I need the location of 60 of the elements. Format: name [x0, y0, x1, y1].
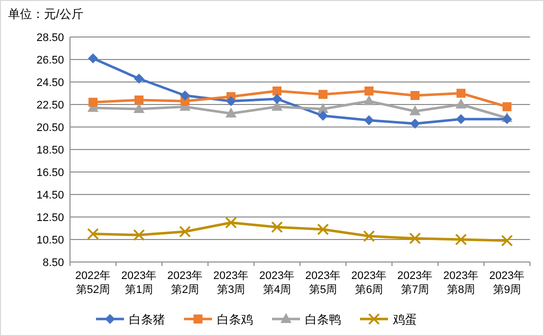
point — [134, 96, 144, 104]
point — [410, 91, 420, 100]
point — [271, 221, 283, 234]
point — [410, 105, 420, 116]
point — [364, 115, 374, 126]
point — [318, 110, 328, 121]
point — [363, 230, 375, 242]
x-tick-label: 2023年第9周 — [489, 270, 525, 296]
point — [134, 103, 144, 113]
point — [179, 226, 191, 238]
y-tick-label: 10.50 — [36, 234, 64, 246]
point — [456, 114, 466, 124]
point — [226, 96, 236, 106]
x-tick-label: 2023年第7周 — [397, 270, 433, 296]
point — [456, 98, 466, 108]
y-tick-label: 24.50 — [36, 77, 64, 89]
legend-label: 鸡蛋 — [392, 312, 417, 326]
y-tick-label: 26.50 — [36, 54, 64, 66]
point — [456, 88, 466, 98]
x-tick-label: 2023年第5周 — [305, 270, 341, 296]
point — [318, 103, 328, 113]
y-tick-label: 28.50 — [36, 32, 64, 44]
point — [272, 94, 282, 104]
point — [226, 108, 236, 118]
point — [134, 74, 144, 84]
point — [272, 86, 282, 96]
y-tick-label: 16.50 — [36, 167, 64, 179]
y-tick-label: 8.50 — [42, 257, 64, 269]
y-axis-title: 单位：元/公斤 — [8, 7, 84, 21]
point — [501, 234, 513, 247]
x-tick-label: 2023年第6周 — [351, 270, 387, 296]
legend-label: 白条鸡 — [217, 312, 253, 326]
point — [410, 118, 420, 129]
y-tick-label: 20.50 — [36, 122, 64, 134]
point — [364, 95, 374, 106]
legend-label: 白条猪 — [129, 312, 165, 326]
point — [88, 98, 98, 107]
x-tick-label: 2023年第2周 — [167, 270, 203, 296]
x-tick-label: 2023年第4周 — [259, 270, 295, 296]
point — [87, 228, 99, 240]
x-tick-label: 2023年第8周 — [443, 270, 479, 296]
point — [364, 86, 374, 96]
point — [409, 232, 421, 244]
y-tick-label: 12.50 — [36, 212, 64, 224]
point — [133, 229, 145, 241]
point — [502, 102, 512, 112]
y-tick-label: 14.50 — [36, 190, 64, 202]
x-tick-label: 2023年第3周 — [213, 270, 249, 296]
y-tick-label: 22.50 — [36, 100, 64, 112]
point — [317, 223, 329, 236]
point — [502, 114, 512, 124]
point — [225, 216, 237, 229]
legend-label: 白条鸭 — [305, 312, 341, 326]
point — [318, 90, 328, 99]
x-tick-label: 2023年第1周 — [121, 270, 157, 296]
x-tick-label: 2022年第52周 — [75, 270, 111, 296]
y-tick-label: 18.50 — [36, 144, 64, 156]
point — [180, 90, 190, 100]
point — [88, 53, 98, 64]
point — [455, 234, 467, 246]
